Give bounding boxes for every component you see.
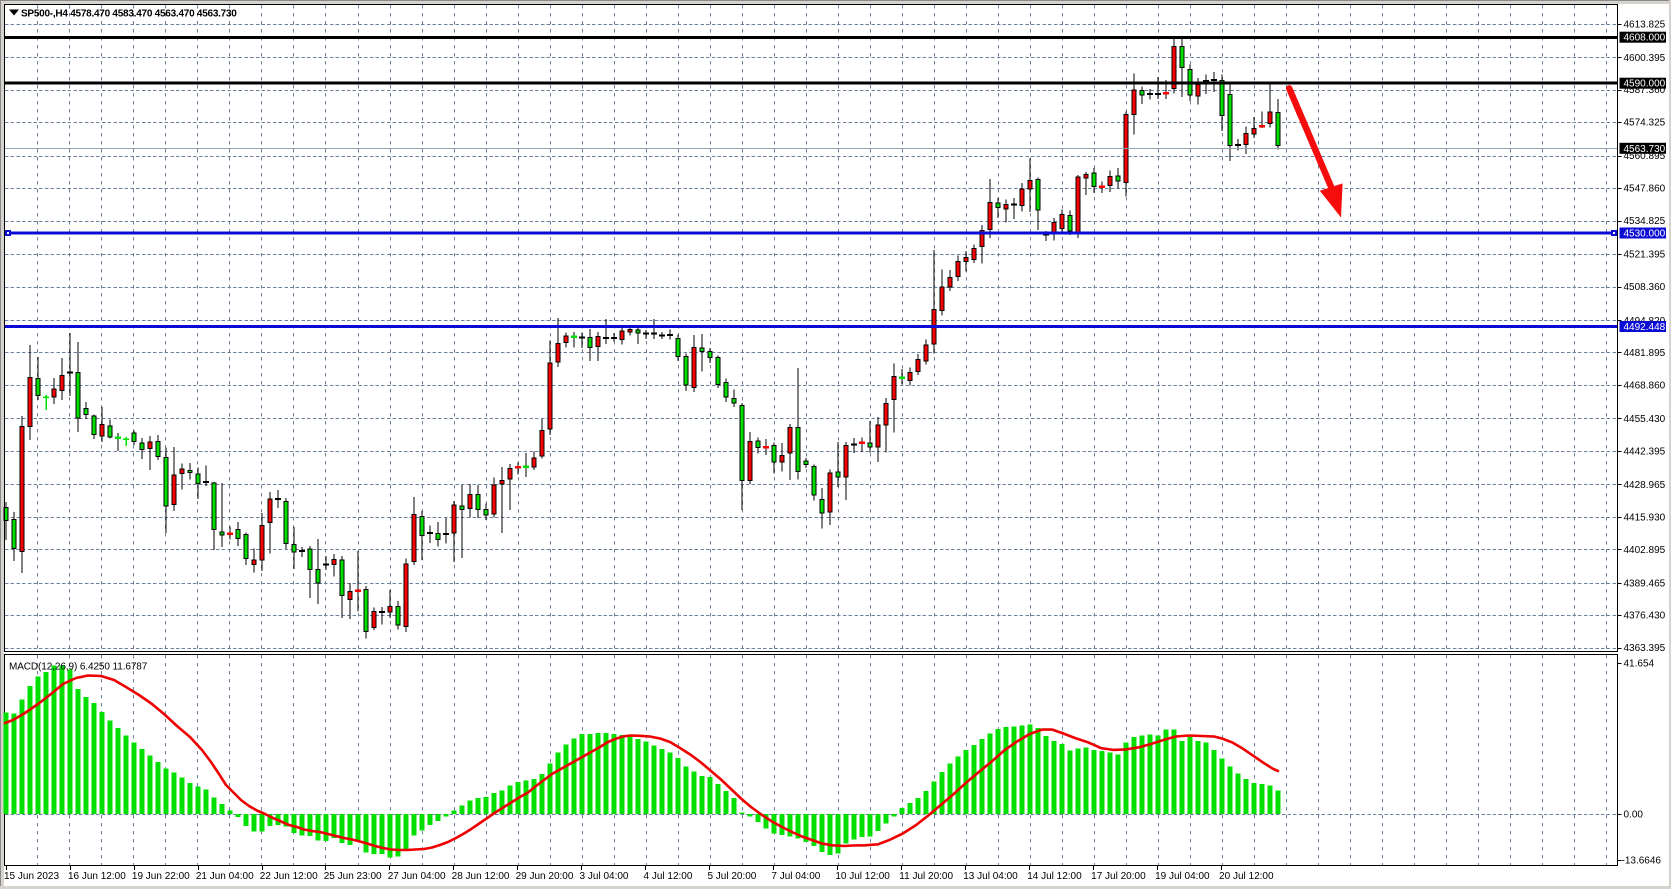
svg-text:7 Jul 04:00: 7 Jul 04:00 (771, 871, 820, 882)
svg-text:4468.860: 4468.860 (1624, 381, 1666, 392)
svg-text:25 Jun 23:00: 25 Jun 23:00 (324, 871, 382, 882)
svg-text:4442.395: 4442.395 (1624, 446, 1666, 457)
svg-text:4563.730: 4563.730 (1624, 144, 1666, 155)
svg-text:4560.895: 4560.895 (1624, 151, 1666, 162)
svg-text:4389.465: 4389.465 (1624, 578, 1666, 589)
svg-text:4521.395: 4521.395 (1624, 250, 1666, 261)
svg-text:4530.000: 4530.000 (1624, 229, 1666, 240)
svg-text:10 Jul 12:00: 10 Jul 12:00 (835, 871, 890, 882)
svg-text:19 Jun 22:00: 19 Jun 22:00 (132, 871, 190, 882)
svg-text:MACD(12,26,9) 6.4250 11.6787: MACD(12,26,9) 6.4250 11.6787 (9, 662, 148, 673)
svg-text:13 Jul 04:00: 13 Jul 04:00 (963, 871, 1018, 882)
svg-text:4590.000: 4590.000 (1624, 79, 1666, 90)
svg-text:4415.930: 4415.930 (1624, 512, 1666, 523)
svg-text:29 Jun 20:00: 29 Jun 20:00 (516, 871, 574, 882)
svg-text:4455.430: 4455.430 (1624, 414, 1666, 425)
svg-text:4 Jul 12:00: 4 Jul 12:00 (644, 871, 693, 882)
svg-text:4428.965: 4428.965 (1624, 480, 1666, 491)
svg-text:4481.895: 4481.895 (1624, 348, 1666, 359)
svg-text:-13.6646: -13.6646 (1622, 856, 1662, 867)
svg-text:4600.395: 4600.395 (1624, 53, 1666, 64)
svg-text:SP500-,H4 4578.470 4583.470 45: SP500-,H4 4578.470 4583.470 4563.470 456… (21, 9, 237, 20)
svg-text:20 Jul 12:00: 20 Jul 12:00 (1219, 871, 1274, 882)
svg-text:19 Jul 04:00: 19 Jul 04:00 (1155, 871, 1210, 882)
svg-text:16 Jun 12:00: 16 Jun 12:00 (68, 871, 126, 882)
svg-text:4492.448: 4492.448 (1624, 322, 1666, 333)
svg-text:28 Jun 12:00: 28 Jun 12:00 (452, 871, 510, 882)
svg-text:17 Jul 20:00: 17 Jul 20:00 (1091, 871, 1146, 882)
svg-text:4363.395: 4363.395 (1624, 643, 1666, 654)
svg-text:4547.860: 4547.860 (1624, 184, 1666, 195)
svg-text:0.00: 0.00 (1624, 810, 1644, 821)
svg-text:11 Jul 20:00: 11 Jul 20:00 (899, 871, 953, 882)
svg-text:22 Jun 12:00: 22 Jun 12:00 (260, 871, 318, 882)
svg-text:4402.895: 4402.895 (1624, 545, 1666, 556)
svg-text:4508.360: 4508.360 (1624, 282, 1666, 293)
svg-text:3 Jul 04:00: 3 Jul 04:00 (580, 871, 629, 882)
svg-text:4376.430: 4376.430 (1624, 611, 1666, 622)
svg-text:5 Jul 20:00: 5 Jul 20:00 (707, 871, 756, 882)
svg-text:41.654: 41.654 (1624, 659, 1655, 670)
svg-text:4613.825: 4613.825 (1624, 19, 1666, 30)
svg-text:15 Jun 2023: 15 Jun 2023 (4, 871, 59, 882)
svg-text:4574.325: 4574.325 (1624, 118, 1666, 129)
svg-text:4587.360: 4587.360 (1624, 85, 1666, 96)
svg-text:4534.825: 4534.825 (1624, 216, 1666, 227)
svg-text:14 Jul 12:00: 14 Jul 12:00 (1027, 871, 1082, 882)
svg-text:27 Jun 04:00: 27 Jun 04:00 (388, 871, 446, 882)
svg-text:4608.000: 4608.000 (1624, 33, 1666, 44)
svg-text:21 Jun 04:00: 21 Jun 04:00 (196, 871, 254, 882)
